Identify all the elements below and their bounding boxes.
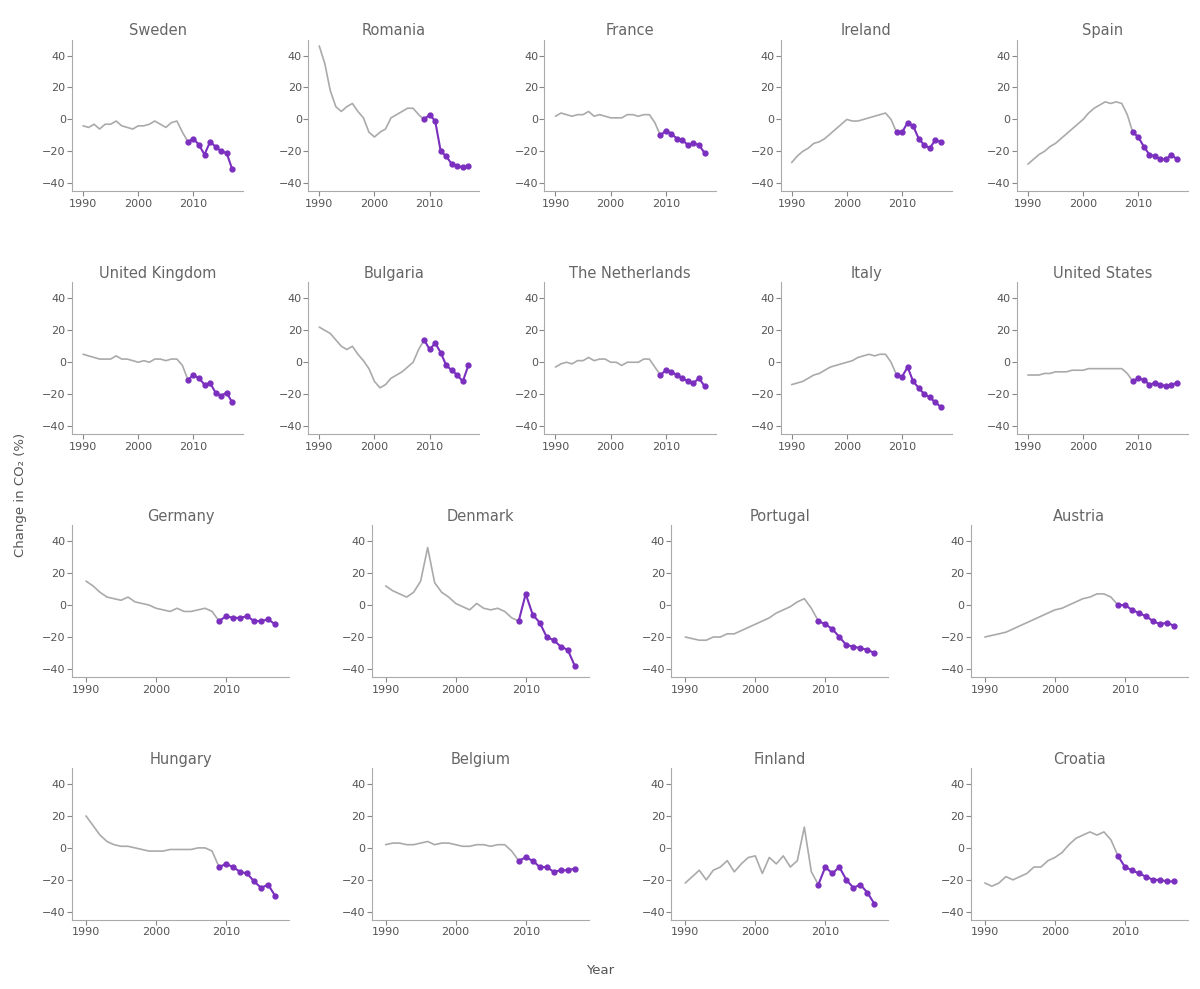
Title: United Kingdom: United Kingdom (98, 266, 216, 281)
Title: France: France (606, 24, 654, 39)
Title: Denmark: Denmark (446, 509, 514, 524)
Text: Change in CO₂ (%): Change in CO₂ (%) (14, 432, 28, 557)
Title: Croatia: Croatia (1054, 752, 1106, 766)
Title: Hungary: Hungary (149, 752, 212, 766)
Title: Spain: Spain (1082, 24, 1123, 39)
Title: Belgium: Belgium (450, 752, 510, 766)
Title: Sweden: Sweden (128, 24, 186, 39)
Title: Italy: Italy (851, 266, 882, 281)
Text: Year: Year (586, 964, 614, 977)
Title: Portugal: Portugal (750, 509, 810, 524)
Title: Finland: Finland (754, 752, 806, 766)
Title: Ireland: Ireland (841, 24, 892, 39)
Title: Romania: Romania (361, 24, 426, 39)
Title: Bulgaria: Bulgaria (364, 266, 425, 281)
Title: United States: United States (1052, 266, 1152, 281)
Title: The Netherlands: The Netherlands (569, 266, 691, 281)
Title: Austria: Austria (1054, 509, 1105, 524)
Title: Germany: Germany (146, 509, 215, 524)
